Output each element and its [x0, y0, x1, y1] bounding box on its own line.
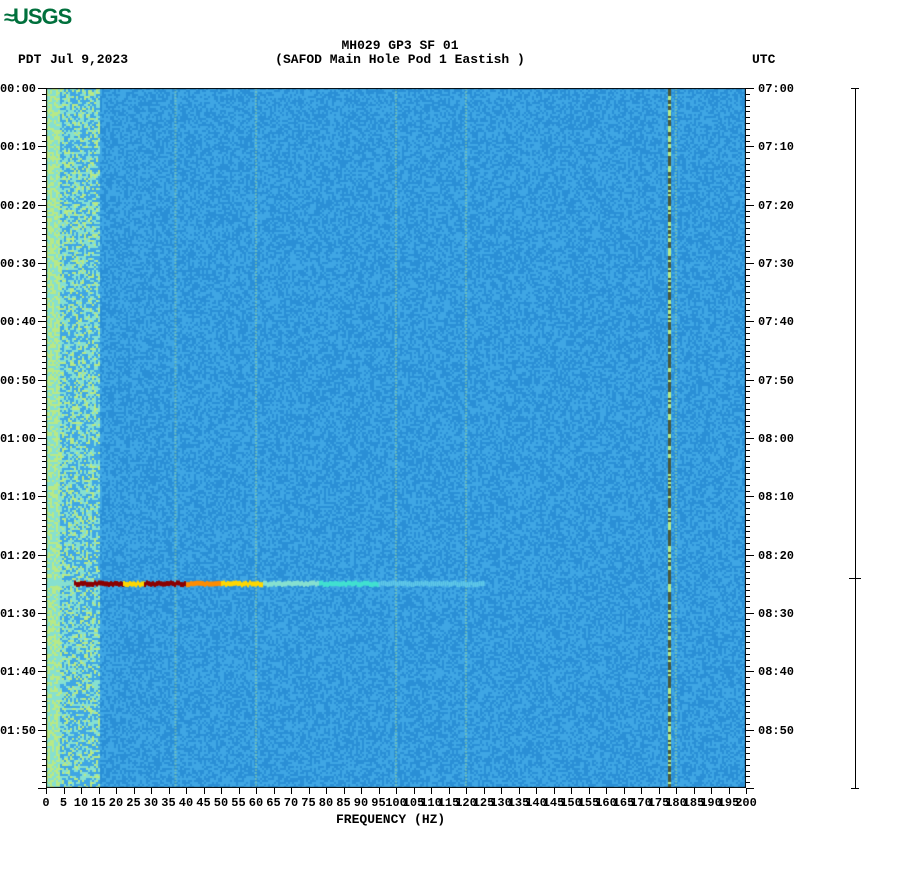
x-tick: 95 — [371, 796, 385, 810]
y-left-tick: 00:30 — [0, 257, 36, 271]
x-tick: 65 — [266, 796, 280, 810]
y-right-tick: 07:30 — [758, 257, 794, 271]
y-left-tick: 00:20 — [0, 199, 36, 213]
spectrogram-plot — [46, 88, 746, 788]
usgs-logo: ≈USGS — [4, 4, 71, 30]
y-left-tick: 01:00 — [0, 432, 36, 446]
y-right-tick: 08:10 — [758, 490, 794, 504]
title-line-1: MH029 GP3 SF 01 — [0, 38, 800, 53]
x-tick: 200 — [735, 796, 757, 810]
y-left-tick: 00:00 — [0, 82, 36, 96]
y-left-tick: 00:50 — [0, 374, 36, 388]
x-tick: 20 — [109, 796, 123, 810]
y-left-tick: 00:10 — [0, 140, 36, 154]
x-tick: 85 — [336, 796, 350, 810]
tz-right-label: UTC — [752, 52, 775, 67]
y-right-tick: 07:00 — [758, 82, 794, 96]
y-right-tick: 07:10 — [758, 140, 794, 154]
y-right-tick: 08:00 — [758, 432, 794, 446]
x-tick: 30 — [144, 796, 158, 810]
usgs-wave-icon: ≈ — [4, 7, 13, 29]
y-left-tick: 00:40 — [0, 315, 36, 329]
x-tick: 10 — [74, 796, 88, 810]
x-tick: 75 — [301, 796, 315, 810]
usgs-text: USGS — [13, 4, 71, 29]
x-tick: 50 — [214, 796, 228, 810]
y-right-tick: 08:40 — [758, 665, 794, 679]
title-line-2: (SAFOD Main Hole Pod 1 Eastish ) — [0, 52, 800, 67]
x-axis-title: FREQUENCY (HZ) — [336, 812, 445, 827]
y-right-tick: 07:20 — [758, 199, 794, 213]
y-right-tick: 08:30 — [758, 607, 794, 621]
x-tick: 45 — [196, 796, 210, 810]
x-tick: 25 — [126, 796, 140, 810]
x-tick: 15 — [91, 796, 105, 810]
y-left-tick: 01:30 — [0, 607, 36, 621]
spectrogram-canvas — [46, 88, 746, 788]
y-left-tick: 01:40 — [0, 665, 36, 679]
x-tick: 55 — [231, 796, 245, 810]
x-tick: 5 — [60, 796, 67, 810]
x-tick: 70 — [284, 796, 298, 810]
y-left-tick: 01:10 — [0, 490, 36, 504]
x-tick: 0 — [42, 796, 49, 810]
y-right-tick: 07:40 — [758, 315, 794, 329]
x-tick: 40 — [179, 796, 193, 810]
y-right-tick: 07:50 — [758, 374, 794, 388]
y-left-tick: 01:50 — [0, 724, 36, 738]
y-right-tick: 08:50 — [758, 724, 794, 738]
y-right-tick: 08:20 — [758, 549, 794, 563]
x-tick: 80 — [319, 796, 333, 810]
x-tick: 60 — [249, 796, 263, 810]
y-left-tick: 01:20 — [0, 549, 36, 563]
x-tick: 90 — [354, 796, 368, 810]
x-tick: 35 — [161, 796, 175, 810]
